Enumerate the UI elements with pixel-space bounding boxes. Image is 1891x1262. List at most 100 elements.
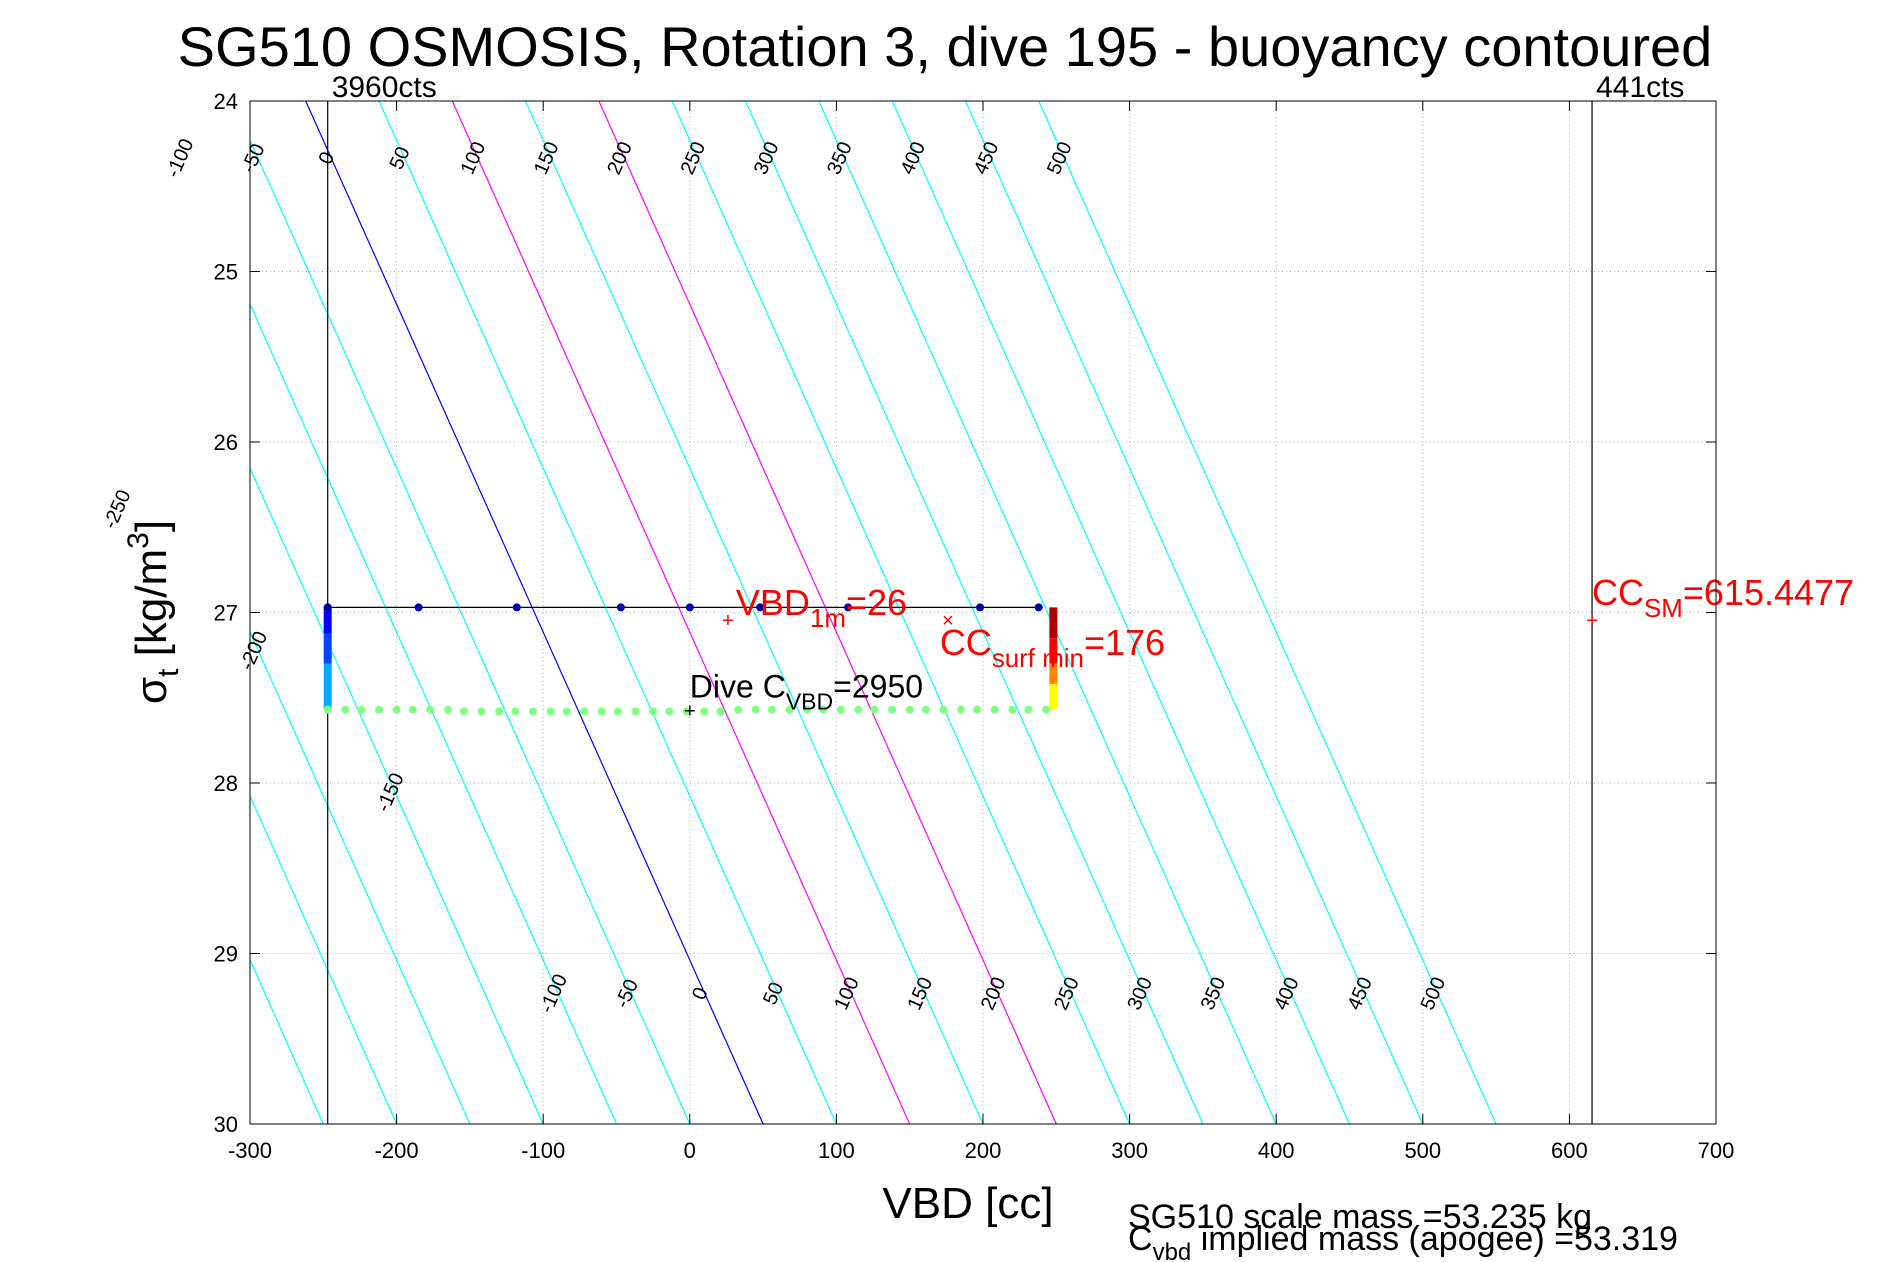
- series-point-top: [1034, 603, 1043, 612]
- series-point-bottom: [580, 707, 589, 716]
- x-tick-label: 600: [1551, 1138, 1588, 1163]
- series-point-bottom: [426, 705, 435, 714]
- dive-c-annotation: Dive CVBD=2950: [690, 668, 923, 714]
- series-point-bottom: [392, 705, 401, 714]
- contour-line: [250, 302, 618, 1124]
- series-point-bottom: [785, 705, 794, 714]
- y-label-sup: 3: [122, 532, 155, 549]
- contour-label: 200: [603, 139, 637, 178]
- contour-label: -100: [162, 135, 198, 181]
- series-point-bottom: [649, 707, 658, 716]
- series-point-bottom: [613, 707, 622, 716]
- contour-label: 0: [315, 149, 340, 168]
- dive-c-annotation-marker: +: [684, 700, 696, 722]
- y-tick-label: 30: [214, 1112, 238, 1137]
- cc-sm-annotation-marker: +: [1586, 610, 1598, 632]
- contour-label: 150: [903, 974, 937, 1013]
- x-tick-label: 200: [965, 1138, 1002, 1163]
- contour-label: 50: [386, 144, 415, 173]
- dive-c-annotation-pre: Dive C: [690, 668, 786, 704]
- series-point-top: [616, 603, 625, 612]
- vbd-1m-annotation-pre: VBD: [736, 582, 810, 623]
- series-point-bottom: [528, 707, 537, 716]
- vbd-1m-annotation-post: =26: [846, 582, 907, 623]
- contour-line: [305, 101, 764, 1124]
- contour-line: [250, 138, 691, 1124]
- contour-label: 350: [823, 139, 857, 178]
- contour-line: [250, 1122, 251, 1124]
- x-axis-label: VBD [cc]: [882, 1179, 1053, 1228]
- series-point-bottom: [870, 705, 879, 714]
- footer-implied-mass: Cvbd implied mass (apogee) =53.319: [1128, 1220, 1678, 1262]
- cc-surf-annotation-pre: CC: [940, 622, 992, 663]
- contour-label: -50: [238, 141, 270, 176]
- cc-surf-annotation-sub: surf min: [992, 645, 1084, 673]
- contour-label: 400: [1270, 974, 1304, 1013]
- vbd-1m-annotation-sub: 1m: [810, 605, 846, 633]
- series-point-bottom: [819, 705, 828, 714]
- series-point-bottom: [836, 705, 845, 714]
- vbd-1m-annotation: VBD1m=26: [736, 582, 907, 633]
- series-point-bottom: [767, 705, 776, 714]
- contour-line: [1038, 101, 1497, 1124]
- y-tick-label: 29: [214, 942, 238, 967]
- y-tick-label: 26: [214, 430, 238, 455]
- contour-label: -100: [536, 971, 572, 1017]
- contour-line: [378, 101, 837, 1124]
- contour-label: -150: [372, 770, 408, 816]
- x-tick-label: 100: [818, 1138, 855, 1163]
- series-point-bottom: [803, 705, 812, 714]
- contour-line: [250, 794, 398, 1124]
- contour-label: 150: [530, 139, 564, 178]
- chart-title: SG510 OSMOSIS, Rotation 3, dive 195 - bu…: [178, 15, 1713, 78]
- vbd-limit-lines: 3960cts 441cts: [327, 71, 1684, 1124]
- series-point-bottom: [734, 705, 743, 714]
- contour-label: 100: [457, 139, 491, 178]
- series-point-bottom: [357, 705, 366, 714]
- grid: [249, 100, 1717, 1125]
- series-point-top: [844, 603, 853, 612]
- dive-c-annotation-sub: VBD: [786, 688, 833, 714]
- x-tick-label: -200: [375, 1138, 419, 1163]
- dive-path: [323, 606, 1058, 710]
- series-point-bottom: [323, 705, 332, 714]
- contour-label: 0: [688, 984, 713, 1003]
- series-point-bottom: [990, 705, 999, 714]
- y-tick-label: 27: [214, 601, 238, 626]
- contour-label: 50: [759, 979, 788, 1008]
- series-point-bottom: [921, 705, 930, 714]
- cc-sm-annotation: CCSM=615.4477: [1592, 572, 1854, 623]
- series-point-bottom: [562, 707, 571, 716]
- series-point-bottom: [631, 707, 640, 716]
- y-label-symbol: σ: [127, 677, 176, 704]
- contour-line: [818, 101, 1277, 1124]
- series-point-bottom: [597, 707, 606, 716]
- y-axis-label: σt [kg/m3]: [122, 520, 185, 704]
- contour-label: -50: [611, 976, 643, 1011]
- x-tick-label: 700: [1698, 1138, 1735, 1163]
- contour-label: 300: [750, 139, 784, 178]
- series-point-bottom: [511, 707, 520, 716]
- series-point-top: [976, 603, 985, 612]
- contour-label: 500: [1417, 974, 1451, 1013]
- series-point-bottom: [854, 705, 863, 714]
- series-point-bottom: [751, 705, 760, 714]
- series-point-top: [512, 603, 521, 612]
- cc-sm-annotation-pre: CC: [1592, 572, 1644, 613]
- footer-c: C: [1128, 1220, 1153, 1258]
- series-point-bottom: [477, 707, 486, 716]
- vbd-1m-annotation-marker: +: [722, 610, 734, 632]
- contour-line: [598, 101, 1057, 1124]
- contour-line: [451, 101, 911, 1124]
- dive-c-annotation-post: =2950: [833, 668, 923, 704]
- x-tick-label: -100: [521, 1138, 565, 1163]
- series-point-bottom: [341, 705, 350, 714]
- series-point-bottom: [957, 705, 966, 714]
- series-point-bottom: [546, 707, 555, 716]
- y-tick-label: 24: [214, 89, 238, 114]
- series-point-bottom: [375, 705, 384, 714]
- series-point-bottom: [973, 705, 982, 714]
- series-point-bottom: [408, 705, 417, 714]
- contour-label: 200: [977, 974, 1011, 1013]
